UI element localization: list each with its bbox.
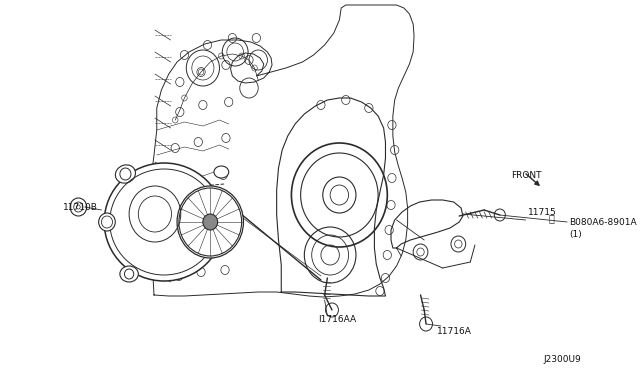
Text: I1716AA: I1716AA xyxy=(318,315,356,324)
Text: J2300U9: J2300U9 xyxy=(543,356,581,365)
Ellipse shape xyxy=(214,166,228,178)
Text: Ⓑ: Ⓑ xyxy=(548,213,554,223)
Ellipse shape xyxy=(104,163,224,281)
Circle shape xyxy=(203,214,218,230)
Ellipse shape xyxy=(120,266,138,282)
Ellipse shape xyxy=(115,165,136,183)
Text: 11715: 11715 xyxy=(527,208,556,217)
Text: 11710B: 11710B xyxy=(63,202,97,212)
Text: FRONT: FRONT xyxy=(511,170,541,180)
Text: (1): (1) xyxy=(569,230,582,238)
Text: B080A6-8901A: B080A6-8901A xyxy=(569,218,637,227)
Ellipse shape xyxy=(177,186,243,258)
Text: 11716A: 11716A xyxy=(437,327,472,337)
Ellipse shape xyxy=(99,213,115,231)
Text: SEC. 231: SEC. 231 xyxy=(159,257,200,266)
